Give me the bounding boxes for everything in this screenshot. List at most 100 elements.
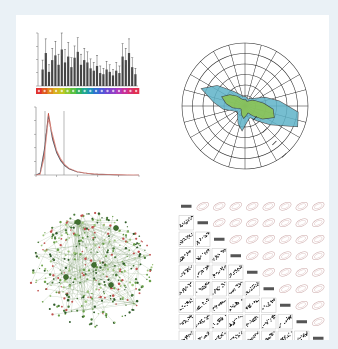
density-chart <box>34 106 140 177</box>
matrix-cell <box>228 297 244 313</box>
matrix-point <box>189 251 191 253</box>
matrix-point <box>185 219 187 221</box>
network-node <box>120 270 123 273</box>
network-node <box>128 238 132 241</box>
matrix-point <box>196 309 198 311</box>
matrix-point <box>262 307 264 309</box>
network-node <box>52 274 55 277</box>
network-node <box>81 250 84 253</box>
matrix-cell <box>228 330 244 340</box>
network-node <box>66 233 69 236</box>
matrix-point <box>254 334 256 336</box>
matrix-ellipse-inner <box>314 269 323 275</box>
matrix-point <box>253 285 256 287</box>
network-node <box>87 228 90 231</box>
matrix-point <box>290 317 292 319</box>
matrix-cell <box>261 297 277 313</box>
network-nodes <box>29 211 154 328</box>
matrix-point <box>201 272 203 274</box>
network-node <box>44 277 47 280</box>
matrix-point <box>217 336 219 338</box>
network-edge <box>49 221 79 275</box>
matrix-point <box>220 336 222 338</box>
radar-axis-tick <box>272 140 277 146</box>
matrix-point <box>186 222 188 224</box>
matrix-point <box>200 273 203 275</box>
matrix-ellipse-inner <box>281 286 290 292</box>
network-edge <box>67 221 136 259</box>
matrix-point <box>214 306 216 308</box>
matrix-point <box>182 289 184 291</box>
matrix-point <box>267 337 270 339</box>
matrix-point <box>221 268 223 270</box>
matrix-cell <box>211 248 227 264</box>
matrix-point <box>180 256 182 259</box>
network-edge <box>86 228 141 265</box>
network-node <box>109 298 112 300</box>
network-node <box>93 277 96 280</box>
matrix-point <box>237 267 239 269</box>
colorbar-marker <box>43 89 46 93</box>
matrix-point <box>273 331 275 333</box>
network-edge <box>71 221 79 312</box>
matrix-point <box>186 252 188 254</box>
network-node <box>66 293 69 296</box>
network-node <box>60 305 63 308</box>
matrix-ellipse-inner <box>281 269 290 275</box>
network-edge <box>69 278 95 286</box>
network-node <box>86 235 89 238</box>
matrix-point <box>187 317 189 319</box>
matrix-point <box>201 237 204 239</box>
matrix-point <box>267 338 270 340</box>
matrix-point <box>231 291 233 293</box>
matrix-cell <box>195 248 211 264</box>
network-hub <box>91 262 97 268</box>
network-node <box>90 318 93 321</box>
matrix-point <box>233 273 236 275</box>
matrix-point <box>185 222 187 224</box>
network-edge <box>50 254 151 286</box>
network-node <box>143 254 145 257</box>
network-node <box>98 296 100 298</box>
matrix-point <box>199 322 201 324</box>
matrix-point <box>185 238 187 241</box>
matrix-point <box>203 235 205 237</box>
matrix-cell <box>178 330 194 340</box>
matrix-point <box>205 253 207 255</box>
network-node <box>32 269 35 272</box>
network-edge <box>77 221 151 271</box>
network-node <box>103 292 106 295</box>
matrix-point <box>206 298 208 301</box>
matrix-point <box>180 276 182 278</box>
matrix-point <box>216 258 218 260</box>
network-node <box>95 279 97 281</box>
network-node <box>93 231 96 234</box>
matrix-cell <box>211 281 227 297</box>
matrix-ellipse <box>262 202 275 211</box>
network-node <box>113 239 116 242</box>
matrix-cell <box>178 215 194 231</box>
matrix-point <box>223 300 225 302</box>
matrix-point <box>204 283 207 285</box>
matrix-point <box>220 316 222 318</box>
network-node <box>134 232 137 235</box>
matrix-point <box>179 260 181 262</box>
network-node <box>99 295 102 299</box>
network-node <box>94 211 97 215</box>
matrix-point <box>247 338 249 340</box>
matrix-point <box>196 241 198 243</box>
matrix-point <box>207 248 209 251</box>
network-node <box>50 284 52 287</box>
matrix-point <box>222 283 225 285</box>
matrix-point <box>267 303 269 305</box>
colorbar-marker <box>49 89 52 93</box>
matrix-point <box>288 335 290 338</box>
network-node <box>78 225 81 228</box>
colorbar-marker <box>89 89 92 93</box>
matrix-point <box>241 281 243 284</box>
matrix-point <box>180 308 182 310</box>
matrix-point <box>181 225 183 227</box>
network-node <box>64 229 68 232</box>
matrix-point <box>230 339 232 340</box>
matrix-cell <box>294 330 310 340</box>
